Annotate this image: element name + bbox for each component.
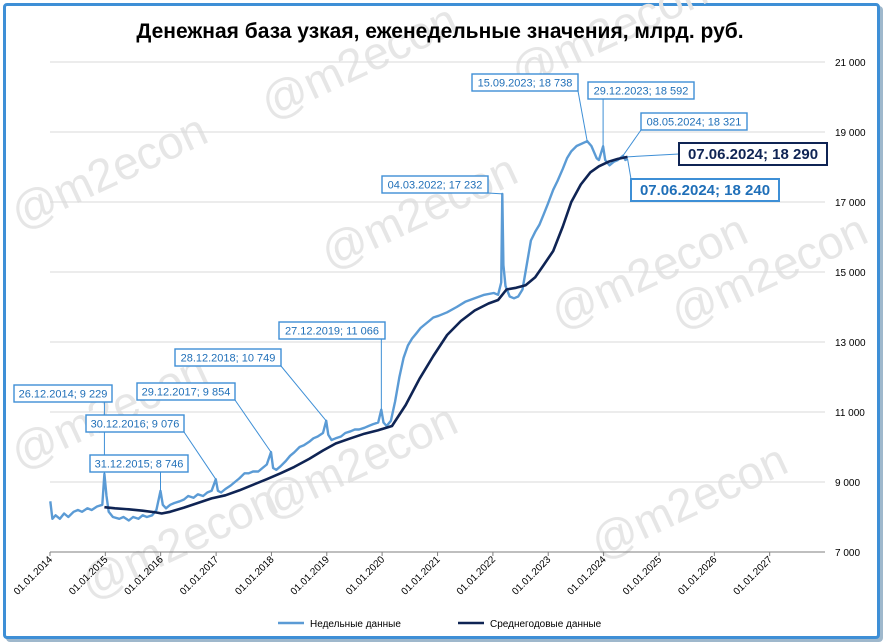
annotation-label: 29.12.2017; 9 854 [142,387,231,399]
y-tick-label: 19 000 [835,128,866,139]
x-tick-label: 01.01.2023 [510,554,553,597]
annotation-box [174,348,282,367]
annotation-leader [234,399,272,453]
annotation-box [381,175,489,194]
series-line-weekly [49,140,629,522]
annotation-label: 04.03.2022; 17 232 [388,180,483,192]
x-tick-label: 01.01.2019 [289,554,332,597]
annotation-label: 31.12.2015; 8 746 [95,459,184,471]
annotation-layer: 26.12.2014; 9 229 31.12.2015; 8 746 30.12.… [13,73,828,491]
series-line-annual-average [104,155,628,515]
series-layer [49,140,629,522]
annotation-box [85,414,185,433]
watermark-text: @m2econ [312,143,525,279]
y-tick-label: 9 000 [835,478,860,489]
x-tick-label: 01.01.2022 [455,554,498,597]
annotation-label: 28.12.2018; 10 749 [181,353,276,365]
watermark-text: @m2econ [2,103,215,239]
legend-label: Недельные данные [310,619,401,630]
annotation-label: 27.12.2019; 11 066 [285,326,379,338]
annotation-box [13,384,113,403]
annotation-label: 15.09.2023; 18 738 [478,78,573,90]
annotation-label: 30.12.2016; 9 076 [91,419,180,431]
annotation-label: 07.06.2024; 18 240 [640,182,770,199]
y-tick-label: 7 000 [835,548,860,559]
x-tick-label: 01.01.2014 [12,554,55,597]
annotation-leader [627,153,680,158]
watermark-text: @m2econ [582,433,795,569]
annotation-leader [627,158,632,180]
annotation-box [89,454,189,473]
legend: Недельные данные Среднегодовые данные [278,619,602,630]
x-tick-label: 01.01.2027 [732,554,775,597]
y-tick-label: 15 000 [835,268,866,279]
annotation-box [587,81,695,100]
y-tick-label: 11 000 [835,408,865,419]
y-axis: 7 000 9 000 11 000 13 000 15 000 17 000 19 000… [835,58,866,559]
annotation-box [678,142,828,166]
annotation-leader [280,365,327,422]
annotation-leader [183,431,217,480]
annotation-leader [577,90,588,142]
annotation-label: 07.06.2024; 18 290 [688,146,818,163]
y-tick-label: 21 000 [835,58,866,69]
annotation-box [136,382,236,401]
annotation-label: 08.05.2024; 18 321 [647,117,742,129]
annotation-leader [487,192,503,195]
x-tick-label: 01.01.2026 [676,554,719,597]
annotation-label: 29.12.2023; 18 592 [594,86,689,98]
x-tick-label: 01.01.2020 [344,554,387,597]
x-tick-label: 01.01.2021 [400,554,443,597]
chart-frame [3,3,880,639]
x-tick-label: 01.01.2025 [621,554,664,597]
legend-label: Среднегодовые данные [490,619,602,630]
annotation-leader [622,129,642,157]
x-tick-label: 01.01.2024 [565,554,608,597]
annotation-box [630,178,780,202]
x-tick-label: 01.01.2018 [233,554,276,597]
annotation-box [278,321,386,340]
chart-title: Денежная база узкая, еженедельные значен… [136,20,743,43]
annotation-label: 26.12.2014; 9 229 [19,389,108,401]
annotation-box [640,112,748,131]
y-tick-label: 13 000 [835,338,866,349]
annotation-box [471,73,579,92]
y-tick-label: 17 000 [835,198,866,209]
